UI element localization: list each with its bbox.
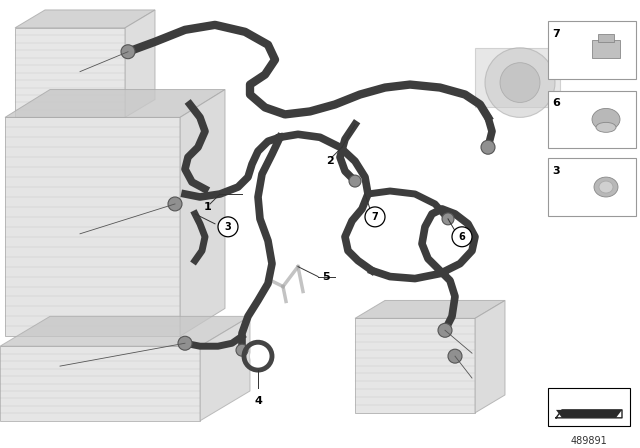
Circle shape: [500, 63, 540, 103]
Circle shape: [121, 45, 135, 59]
Text: 3: 3: [225, 222, 232, 232]
Circle shape: [438, 323, 452, 337]
Polygon shape: [200, 316, 250, 421]
Polygon shape: [0, 346, 200, 421]
Text: 4: 4: [254, 396, 262, 406]
Bar: [598, 34, 614, 42]
Text: 3: 3: [552, 166, 559, 176]
Circle shape: [168, 197, 182, 211]
Polygon shape: [355, 319, 475, 413]
Ellipse shape: [596, 122, 616, 132]
Text: 7: 7: [372, 212, 378, 222]
Text: 7: 7: [552, 29, 560, 39]
Circle shape: [349, 175, 361, 187]
Circle shape: [218, 217, 238, 237]
Circle shape: [250, 348, 266, 364]
Bar: [548, 158, 636, 216]
Circle shape: [365, 207, 385, 227]
Bar: [548, 21, 636, 78]
Polygon shape: [475, 301, 505, 413]
Circle shape: [236, 344, 248, 356]
Bar: [592, 40, 620, 58]
Bar: [548, 388, 630, 426]
Text: 489891: 489891: [571, 436, 607, 446]
Polygon shape: [15, 28, 125, 117]
Polygon shape: [15, 10, 155, 28]
Ellipse shape: [592, 108, 620, 130]
Polygon shape: [5, 90, 225, 117]
Polygon shape: [355, 301, 505, 319]
Circle shape: [481, 140, 495, 154]
Text: 6: 6: [552, 99, 560, 108]
Polygon shape: [475, 48, 560, 108]
Text: 5: 5: [322, 271, 330, 282]
Circle shape: [448, 349, 462, 363]
Ellipse shape: [599, 181, 613, 193]
Circle shape: [485, 48, 555, 117]
Polygon shape: [5, 117, 180, 336]
Polygon shape: [180, 90, 225, 336]
Polygon shape: [556, 410, 622, 418]
Polygon shape: [125, 10, 155, 117]
Circle shape: [178, 336, 192, 350]
Text: 2: 2: [326, 156, 334, 166]
Ellipse shape: [594, 177, 618, 197]
Text: 1: 1: [204, 202, 212, 212]
Circle shape: [452, 227, 472, 247]
Text: 6: 6: [459, 232, 465, 242]
Bar: [548, 90, 636, 148]
Polygon shape: [0, 316, 250, 346]
Circle shape: [442, 213, 454, 225]
